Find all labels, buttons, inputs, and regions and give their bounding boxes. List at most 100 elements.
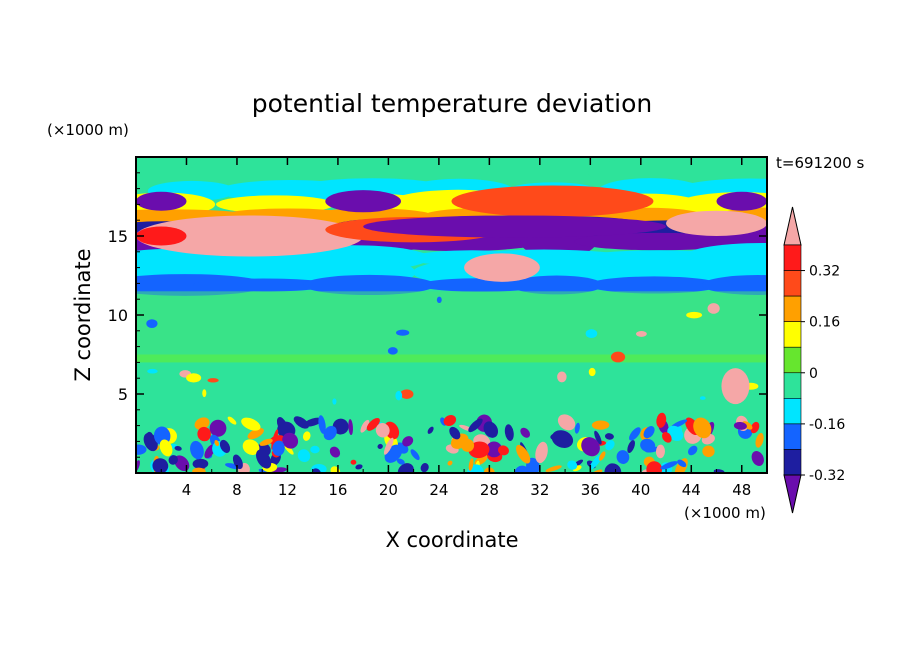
colorbar: 0.32 0.16 0 -0.16 -0.32 xyxy=(783,206,845,514)
turbulence-cell-150 xyxy=(256,449,272,469)
contour-spot-1 xyxy=(588,367,596,377)
turbulence-cell-38 xyxy=(232,454,243,470)
turbulence-cell-141 xyxy=(443,414,457,427)
turbulence-cell-15 xyxy=(629,427,641,441)
turbulence-cell-14 xyxy=(194,417,210,430)
y-unit-label: (×1000 m) xyxy=(47,121,129,139)
contour-spot-3 xyxy=(707,303,720,314)
turbulence-cell-82 xyxy=(329,446,341,458)
colorbar-segment-4 xyxy=(783,346,802,374)
colorbar-segment-7 xyxy=(783,423,802,450)
x-tick-label-28: 28 xyxy=(480,481,499,499)
contour-spot-18 xyxy=(635,331,647,337)
x-axis: 4 8 12 16 20 24 28 32 36 40 44 48 xyxy=(160,157,751,499)
turbulence-cell-4 xyxy=(302,431,311,441)
colorbar-segment-8 xyxy=(783,449,802,476)
contour-spot-right xyxy=(721,368,750,405)
contour-band-8-3 xyxy=(418,278,544,292)
turbulence-cell-89 xyxy=(168,455,178,465)
turbulence-cell-151 xyxy=(687,445,698,456)
turbulence-cell-49 xyxy=(750,421,760,434)
contour-band-8-4 xyxy=(510,275,603,295)
contour-band-8-2 xyxy=(303,274,436,296)
x-tick-label-48: 48 xyxy=(732,481,751,499)
turbulence-cell-114 xyxy=(594,430,602,445)
colorbar-segment-0 xyxy=(783,244,802,271)
turbulence-cell-165 xyxy=(640,438,656,452)
y-tick-label-15: 15 xyxy=(108,227,128,246)
x-tick-label-36: 36 xyxy=(581,481,600,499)
turbulence-cell-166 xyxy=(318,415,326,434)
colorbar-segment-5 xyxy=(783,372,802,399)
contour-band-8-6 xyxy=(701,275,767,295)
turbulence-cell-138 xyxy=(247,427,264,440)
contour-blob-5 xyxy=(464,253,540,282)
turbulence-cell-100 xyxy=(192,467,206,473)
contour-spot-4 xyxy=(146,319,158,329)
turbulence-cell-43 xyxy=(627,440,635,453)
y-axis: 5 10 15 xyxy=(108,172,767,458)
turbulence-cell-85 xyxy=(742,421,753,430)
contour-spot-21 xyxy=(686,311,703,319)
colorbar-label-2: 0 xyxy=(809,366,818,382)
contour-blob-0 xyxy=(136,215,364,257)
turbulence-cell-5 xyxy=(276,417,288,433)
contour-spot-9 xyxy=(396,329,410,336)
y-tick-label-5: 5 xyxy=(118,385,128,404)
x-tick-label-4: 4 xyxy=(182,481,192,499)
mid-layer xyxy=(136,291,767,363)
turbulence-cell-56 xyxy=(656,412,667,428)
contour-spot-14 xyxy=(436,296,442,303)
turbulence-cell-134 xyxy=(599,451,606,461)
turbulence-cell-32 xyxy=(427,426,434,434)
turbulence-cell-159 xyxy=(297,449,311,463)
turbulence-cell-153 xyxy=(662,432,672,443)
turbulence-cell-97 xyxy=(447,460,453,466)
turbulence-cell-139 xyxy=(227,416,237,425)
turbulence-cell-41 xyxy=(420,463,429,473)
colorbar-segment-1 xyxy=(783,270,802,297)
colorbar-label-1: 0.16 xyxy=(809,315,840,331)
colorbar-label-0: 0.32 xyxy=(809,264,840,280)
colorbar-top-triangle xyxy=(783,206,802,246)
contour-blob-9 xyxy=(716,191,767,211)
turbulence-cell-135 xyxy=(174,446,182,451)
colorbar-segment-2 xyxy=(783,295,802,322)
turbulence-cell-161 xyxy=(660,461,678,470)
turbulence-cell-162 xyxy=(259,438,273,446)
turbulence-cell-130 xyxy=(581,437,600,457)
turbulence-cell-137 xyxy=(693,417,712,439)
x-tick-label-40: 40 xyxy=(631,481,650,499)
contour-blob-6 xyxy=(136,191,187,211)
turbulence-cell-122 xyxy=(360,419,370,433)
turbulence-cell-163 xyxy=(375,423,390,438)
colorbar-bottom-triangle xyxy=(783,474,802,514)
turbulence-cell-140 xyxy=(449,426,461,440)
turbulence-cell-77 xyxy=(242,439,260,455)
contour-spot-2 xyxy=(400,389,414,399)
turbulence-cell-98 xyxy=(483,421,499,438)
turbulence-cell-66 xyxy=(192,458,209,469)
contour-field xyxy=(136,157,767,473)
turbulence-cell-60 xyxy=(174,455,190,472)
contour-spot-12 xyxy=(207,378,219,383)
x-axis-label: X coordinate xyxy=(385,528,518,552)
turbulence-cell-111 xyxy=(733,421,747,430)
turbulence-cell-35 xyxy=(605,440,615,451)
turbulence-cell-69 xyxy=(209,419,227,437)
turbulence-cell-104 xyxy=(348,419,353,436)
colorbar-segment-6 xyxy=(783,398,802,425)
x-tick-label-20: 20 xyxy=(379,481,398,499)
contour-blob-7 xyxy=(325,190,402,213)
contour-band-5-5 xyxy=(574,232,744,251)
turbulence-cell-132 xyxy=(557,414,576,431)
turbulence-cell-92 xyxy=(567,460,578,470)
turbulence-cell-27 xyxy=(397,463,414,473)
x-tick-label-44: 44 xyxy=(682,481,701,499)
contour-spot-10 xyxy=(395,390,403,401)
x-unit-label: (×1000 m) xyxy=(684,504,766,522)
turbulence-cell-50 xyxy=(486,441,503,458)
turbulence-cell-23 xyxy=(377,443,383,449)
contour-spot-16 xyxy=(186,373,202,383)
y-tick-label-10: 10 xyxy=(108,306,128,325)
